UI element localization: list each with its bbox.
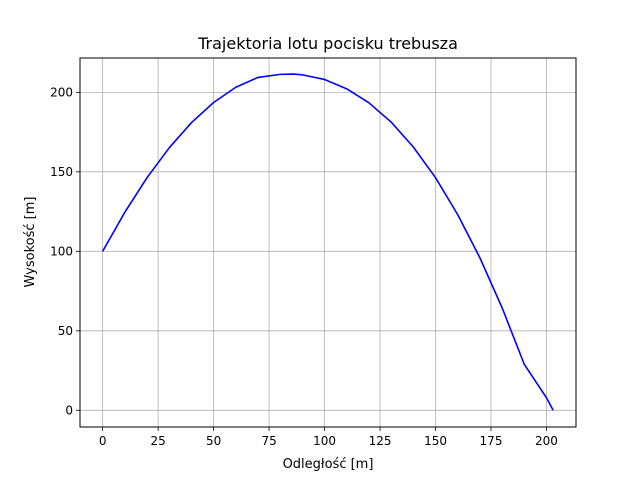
x-tick-label: 75 xyxy=(261,434,276,448)
x-tick-label: 0 xyxy=(99,434,107,448)
grid-layer xyxy=(80,58,576,427)
y-tick-label: 0 xyxy=(65,403,73,417)
x-tick-label: 50 xyxy=(206,434,221,448)
ticks-layer: 0 25 50 75 100 125 150 175 200 0 50 100 150 200 xyxy=(50,85,558,448)
y-tick-label: 200 xyxy=(50,85,73,99)
x-tick-label: 125 xyxy=(369,434,392,448)
y-tick-label: 100 xyxy=(50,244,73,258)
y-tick-label: 50 xyxy=(58,324,73,338)
y-axis-label: Wysokość [m] xyxy=(23,197,38,288)
axes-frame xyxy=(79,57,577,428)
x-axis-label: Odległość [m] xyxy=(283,457,374,472)
y-tick-label: 150 xyxy=(50,165,73,179)
series-layer xyxy=(101,73,554,411)
x-tick-label: 100 xyxy=(313,434,336,448)
x-tick-label: 175 xyxy=(480,434,503,448)
plot-area xyxy=(80,58,576,427)
trajectory-line xyxy=(101,73,554,411)
x-tick-label: 25 xyxy=(150,434,165,448)
x-tick-label: 150 xyxy=(424,434,447,448)
chart-title: Trajektoria lotu pocisku trebusza xyxy=(197,34,458,53)
x-tick-label: 200 xyxy=(535,434,558,448)
